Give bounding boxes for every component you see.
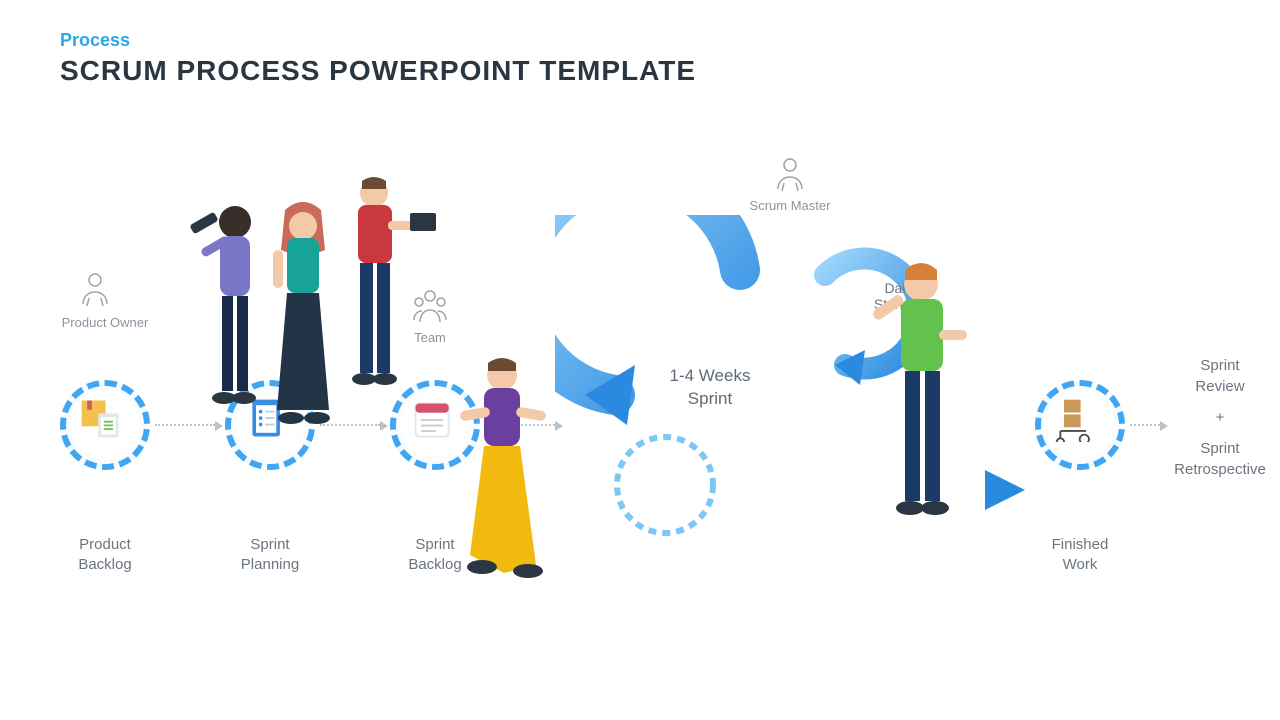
person-icon xyxy=(770,155,810,195)
label-product-backlog: Product Backlog xyxy=(45,535,165,576)
role-scrum-master: Scrum Master xyxy=(730,198,850,213)
eyebrow-text: Process xyxy=(60,30,696,51)
label-finished-work: Finished Work xyxy=(1020,535,1140,576)
cart-boxes-icon xyxy=(1053,396,1099,442)
sprint-review-label: Sprint Review xyxy=(1150,355,1280,397)
person-green-illustration xyxy=(855,260,985,560)
diagram-stage: Product Owner Team Scrum Master Product … xyxy=(0,140,1280,700)
final-outputs: Sprint Review + Sprint Retrospective xyxy=(1150,355,1280,480)
box-clipboard-icon xyxy=(78,395,124,441)
person-carry-illustration xyxy=(440,355,570,615)
slide-title: SCRUM PROCESS POWERPOINT TEMPLATE xyxy=(60,55,696,87)
plus-label: + xyxy=(1150,407,1280,428)
slide-header: Process SCRUM PROCESS POWERPOINT TEMPLAT… xyxy=(60,30,696,87)
label-sprint-planning: Sprint Planning xyxy=(210,535,330,576)
role-product-owner: Product Owner xyxy=(45,315,165,330)
person-icon xyxy=(75,270,115,310)
person-laptop-illustration xyxy=(330,175,440,425)
sprint-center-label: 1-4 Weeks Sprint xyxy=(640,365,780,411)
sprint-retrospective-label: Sprint Retrospective xyxy=(1150,438,1280,480)
